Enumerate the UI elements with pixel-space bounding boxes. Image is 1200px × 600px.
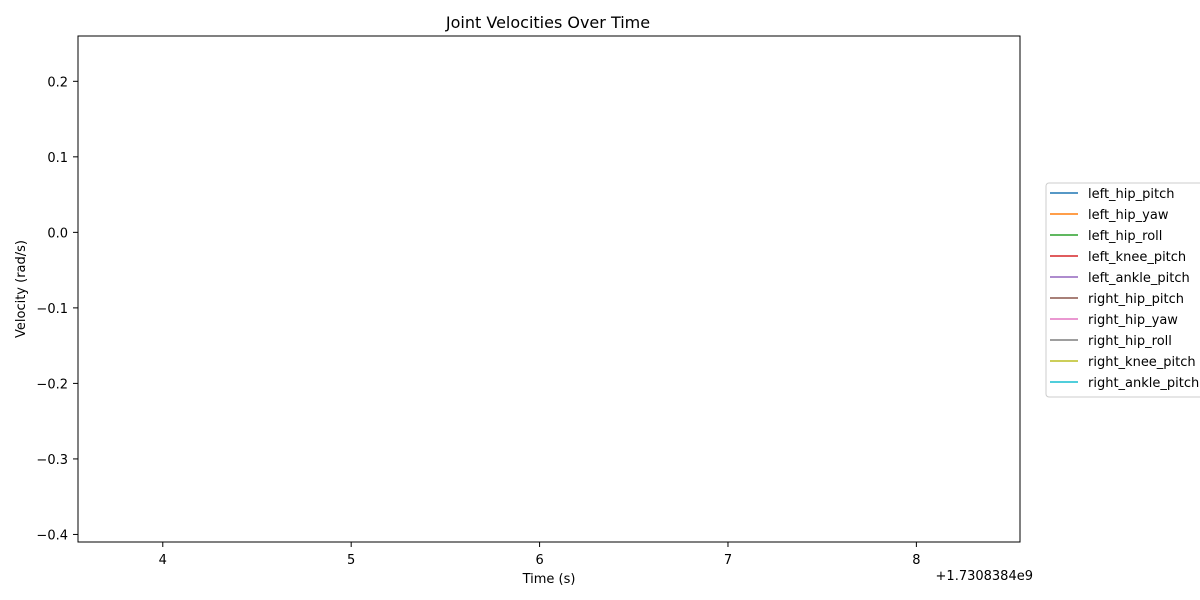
chart-title: Joint Velocities Over Time	[445, 13, 650, 32]
legend-entry-label: left_hip_roll	[1088, 229, 1162, 244]
x-axis-label: Time (s)	[522, 572, 576, 587]
legend-entry-label: left_hip_yaw	[1088, 208, 1169, 223]
y-axis-label: Velocity (rad/s)	[14, 240, 29, 338]
x-tick-label: 6	[535, 553, 543, 568]
x-tick-label: 7	[724, 553, 732, 568]
x-tick-label: 8	[912, 553, 920, 568]
legend-entry-label: right_knee_pitch	[1088, 355, 1196, 370]
x-tick-label: 5	[347, 553, 355, 568]
y-tick-label: −0.2	[36, 377, 68, 392]
y-tick-label: −0.3	[36, 453, 68, 468]
legend-entry-label: right_hip_yaw	[1088, 313, 1178, 328]
x-tick-label: 4	[159, 553, 167, 568]
x-axis-offset-label: +1.7308384e9	[936, 569, 1033, 584]
legend: left_hip_pitch left_hip_yaw left_hip_rolll…	[1045, 182, 1200, 398]
legend-entry-label: left_knee_pitch	[1088, 250, 1186, 265]
x-axis-ticks: 4 5 6 7 8	[159, 542, 921, 568]
legend-entry-label: right_ankle_pitch	[1088, 376, 1199, 391]
legend-entry-label: left_hip_pitch	[1088, 187, 1175, 202]
y-tick-label: −0.4	[36, 528, 68, 543]
plot-frame	[77, 35, 1021, 543]
legend-box	[1045, 182, 1200, 398]
legend-entry-label: left_ankle_pitch	[1088, 271, 1190, 286]
legend-entry-label: right_hip_roll	[1088, 334, 1172, 349]
y-axis-ticks: 0.2 0.1 0.0 −0.1 −0.2 −0.3 −0.4	[36, 75, 78, 543]
y-tick-label: −0.1	[36, 302, 68, 317]
y-tick-label: 0.1	[47, 151, 68, 166]
y-tick-label: 0.0	[47, 226, 68, 241]
legend-entry-label: right_hip_pitch	[1088, 292, 1184, 307]
y-tick-label: 0.2	[47, 75, 68, 90]
